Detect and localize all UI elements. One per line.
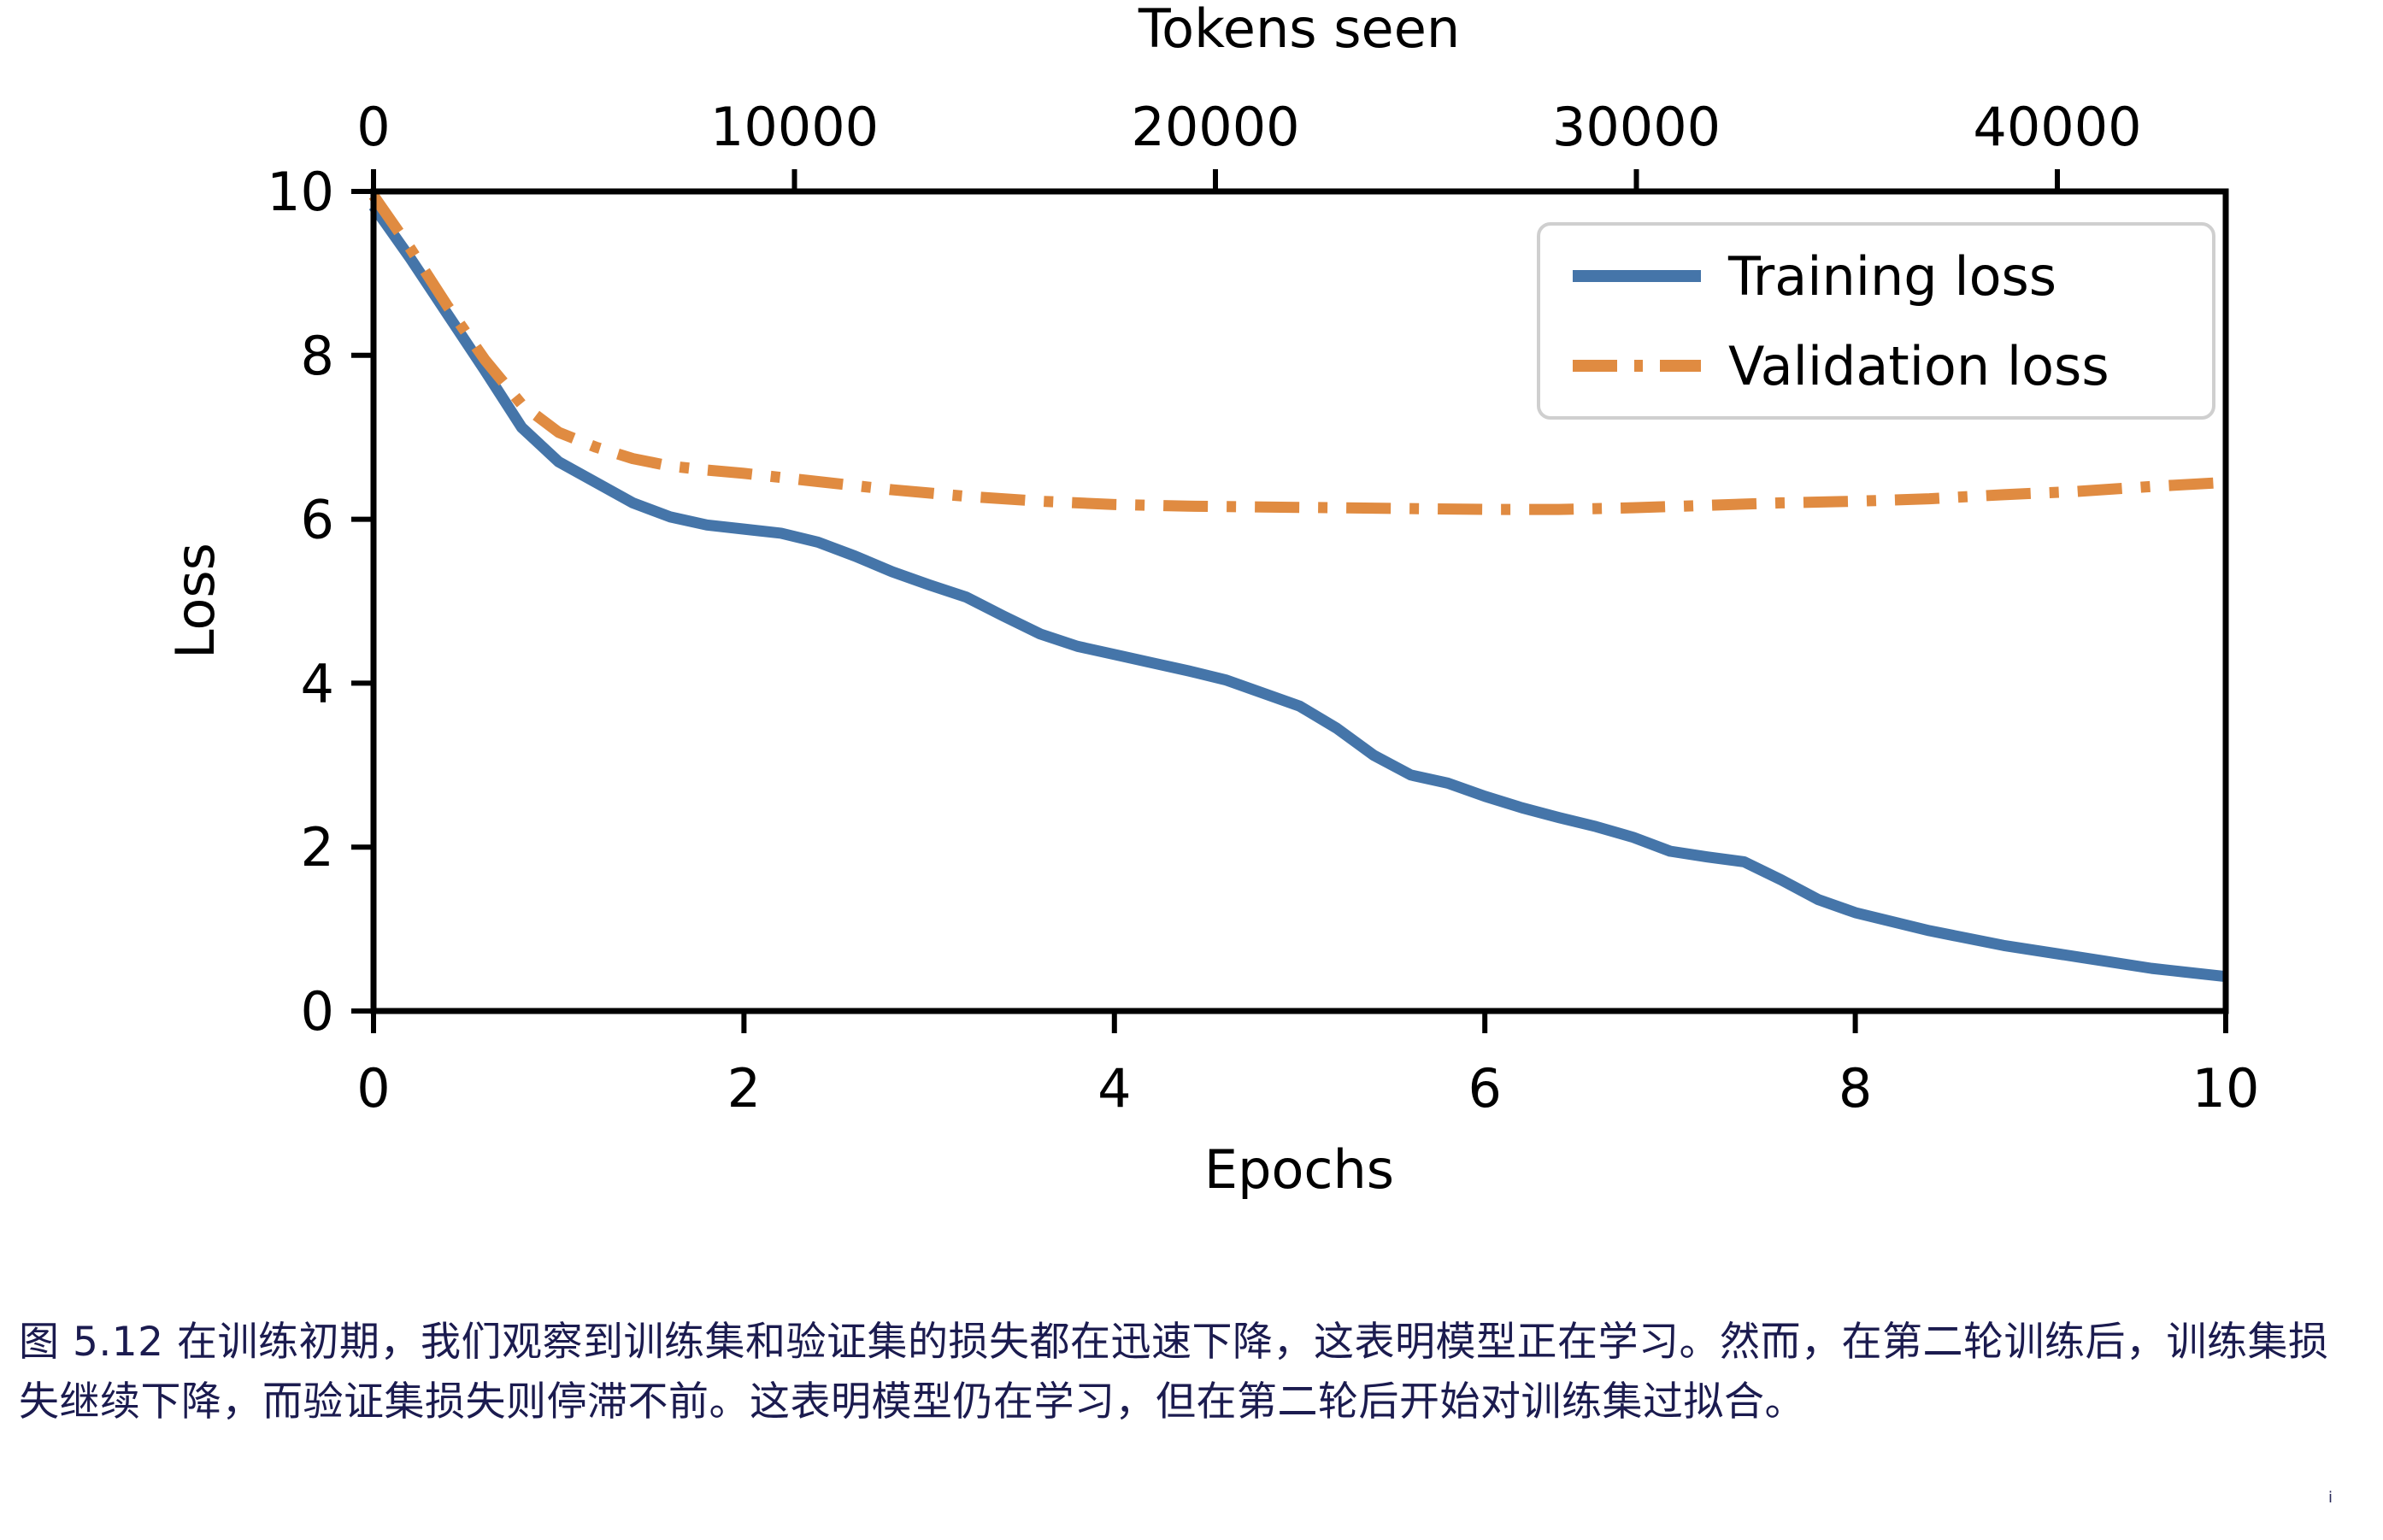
y-tick-label: 8: [301, 325, 334, 387]
x-tick-label: 6: [1468, 1057, 1501, 1120]
legend-label-training: Training loss: [1727, 245, 2056, 308]
top-x-tick-label: 20000: [1131, 96, 1299, 158]
top-x-tick-label: 0: [356, 96, 390, 158]
series-line-validation-loss: [368, 192, 2227, 515]
top-axis-title: Tokens seen: [1138, 0, 1460, 60]
top-x-tick-label: 40000: [1973, 96, 2141, 158]
x-tick-label: 8: [1839, 1057, 1872, 1120]
y-tick-label: 10: [267, 161, 334, 223]
figure-container: 0 2 4 6 8 10 0 10000 20000 30000 40000 0 2 4 6 8 10 Toke…: [164, 0, 2259, 1201]
loss-curve-chart: 0 2 4 6 8 10 0 10000 20000 30000 40000 0 2 4 6 8 10 Toke…: [164, 0, 2259, 1201]
plot-frame: [370, 188, 2229, 1014]
y-tick-label: 6: [301, 489, 334, 551]
top-x-tick-label: 10000: [710, 96, 879, 158]
x-tick-label: 10: [2192, 1057, 2260, 1120]
figure-caption: 图 5.12 在训练初期，我们观察到训练集和验证集的损失都在迅速下降，这表明模型…: [19, 1319, 2329, 1425]
axis-ticks-layer: 0 2 4 6 8 10 0 10000 20000 30000 40000 0 2 4 6 8 10: [267, 96, 2259, 1120]
series-line-training-loss: [368, 203, 2227, 983]
plot-layer: [368, 192, 2227, 983]
y-tick-label: 0: [301, 980, 334, 1043]
y-tick-label: 2: [301, 816, 334, 879]
y-axis-title: Loss: [164, 543, 227, 659]
bottom-axis-title: Epochs: [1204, 1138, 1394, 1201]
chart-legend: Training loss Validation loss: [1537, 222, 2215, 420]
y-tick-label: 4: [301, 652, 334, 714]
x-tick-label: 4: [1097, 1057, 1131, 1120]
x-tick-label: 0: [356, 1057, 390, 1120]
legend-box: [1537, 222, 2215, 420]
page-marker: i: [2328, 1489, 2333, 1507]
legend-label-validation: Validation loss: [1728, 335, 2109, 397]
top-x-tick-label: 30000: [1552, 96, 1721, 158]
x-tick-label: 2: [727, 1057, 761, 1120]
